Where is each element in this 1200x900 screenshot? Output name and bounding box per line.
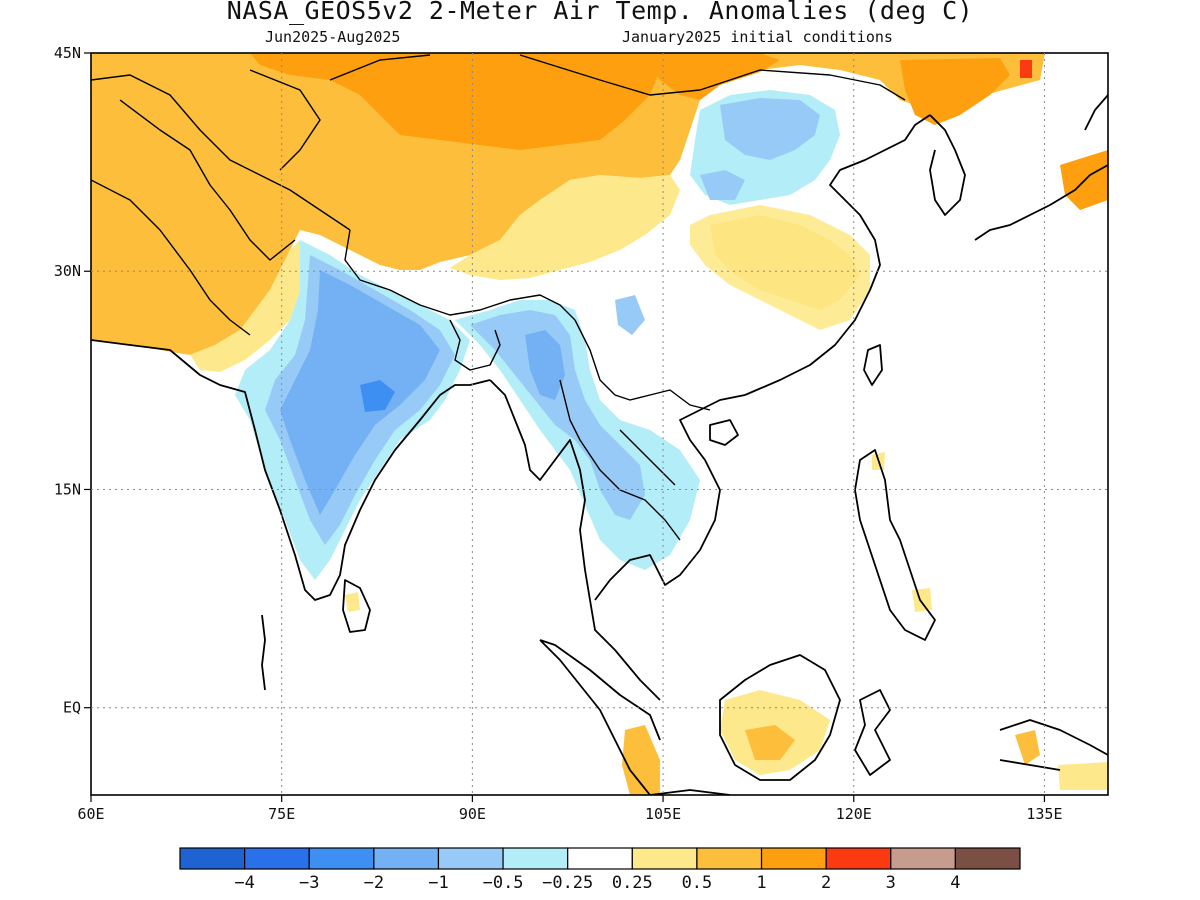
colorbar-label: −3 [299, 873, 319, 893]
colorbar-label: 4 [950, 873, 960, 893]
cool-india-inner [280, 270, 440, 515]
warm-borneo-core [745, 725, 795, 760]
slight-warm-philippines [912, 588, 932, 612]
lon-tick-label: 90E [459, 805, 486, 823]
figure-title: NASA_GEOS5v2 2-Meter Air Temp. Anomalies… [226, 0, 974, 25]
colorbar-swatch [696, 847, 763, 870]
cool-myanmar-core [525, 330, 565, 400]
colorbar-swatch [502, 847, 569, 870]
colorbar-swatch [631, 847, 698, 870]
colorbar-swatch [437, 847, 504, 870]
colorbar-label: 3 [886, 873, 896, 893]
lat-tick-label: 45N [54, 44, 81, 62]
colorbar-label: −4 [234, 873, 254, 893]
lat-tick-label: 30N [54, 262, 81, 280]
colorbar-swatch [760, 847, 827, 870]
lon-tick-label: 60E [77, 805, 104, 823]
cool-india-core [360, 380, 395, 412]
warm-region-northwest [91, 53, 1045, 355]
strong-warm-korea [900, 58, 1010, 125]
colorbar-label: 0.25 [612, 873, 653, 893]
lon-tick-label: 105E [645, 805, 681, 823]
extreme-warm-spot [1020, 60, 1032, 78]
lon-tick-label: 75E [268, 805, 295, 823]
colorbar-swatch [567, 847, 633, 870]
colorbar: −4 −3 −2 −1 −0.5 −0.25 0.25 0.5 1 2 3 4 [179, 847, 1021, 893]
strong-warm-mongolia [640, 53, 780, 100]
lat-tick-label: 15N [54, 480, 81, 498]
forecast-period: Jun2025-Aug2025 [265, 28, 401, 46]
lon-tick-label: 135E [1026, 805, 1062, 823]
colorbar-swatch [179, 847, 246, 870]
moderate-cool-north-china [720, 98, 820, 160]
colorbar-label: −0.25 [542, 873, 593, 893]
colorbar-label: 1 [756, 873, 766, 893]
lon-tick-label: 120E [836, 805, 872, 823]
warm-sumatra [622, 725, 660, 795]
slight-warm-sri-lanka [345, 592, 360, 612]
cool-south-china-spot [615, 295, 645, 335]
colorbar-label: −0.5 [483, 873, 524, 893]
moderate-cool-north-china-2 [700, 170, 745, 200]
axis-ticks: 45N 30N 15N EQ 60E 75E 90E 105E 120E 135E [54, 44, 1063, 823]
colorbar-label: 2 [821, 873, 831, 893]
plot-frame [90, 52, 1109, 796]
anomaly-shading [91, 53, 1108, 795]
initial-conditions: January2025 initial conditions [622, 28, 893, 46]
slight-warm-tibet-fringe [450, 175, 680, 280]
slight-warm-east-china [690, 205, 870, 330]
gridlines [91, 53, 1108, 795]
warm-new-guinea [1015, 730, 1040, 765]
colorbar-swatch [890, 847, 956, 870]
lat-tick-label: EQ [63, 699, 81, 717]
colorbar-swatch [244, 847, 310, 870]
cool-indochina-mid [470, 310, 645, 520]
strong-warm-central-asia [250, 53, 660, 150]
colorbar-swatch [825, 847, 892, 870]
colorbar-label: 0.5 [682, 873, 713, 893]
colorbar-swatch [954, 847, 1021, 870]
country-borders [91, 54, 906, 541]
slight-warm-new-guinea [1058, 762, 1108, 790]
colorbar-swatch [308, 847, 375, 870]
colorbar-label: −2 [364, 873, 384, 893]
colorbar-swatch [373, 847, 440, 870]
colorbar-label: −1 [428, 873, 448, 893]
coastlines [91, 94, 1108, 795]
